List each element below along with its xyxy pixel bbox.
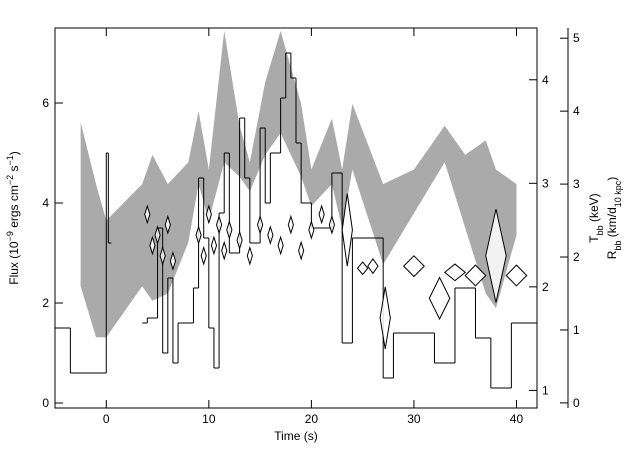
temperature-diamond [308, 219, 315, 240]
temperature-diamond [428, 276, 451, 321]
axis-label: Flux (10−9 ergs cm−2 s−1) [5, 151, 21, 285]
y-tick-label: 2 [42, 296, 49, 310]
axis-label-part: ) [7, 151, 21, 155]
temperature-diamond [341, 193, 353, 267]
y3-tick-label: 0 [573, 396, 580, 410]
temperature-diamond [485, 209, 507, 303]
temperature-diamond [215, 214, 223, 235]
y2-tick-label: 1 [542, 383, 549, 397]
axis-label-part: ) [605, 177, 619, 181]
temperature-diamond [402, 255, 425, 278]
axis-label-part: R [605, 250, 619, 259]
temperature-diamond [210, 235, 218, 256]
axis-label-part: −2 [5, 175, 15, 185]
temperature-diamond [169, 250, 177, 271]
x-tick-label: 40 [510, 412, 524, 426]
temperature-diamond [298, 240, 305, 261]
temperature-diamond [328, 214, 335, 235]
y3-tick-label: 4 [573, 104, 580, 118]
temperature-diamond [257, 214, 264, 235]
temperature-diamond [318, 204, 325, 225]
temperature-diamond [443, 263, 467, 282]
axis-label-part: (keV) [587, 193, 601, 225]
temperature-diamond [277, 235, 284, 256]
temperature-diamond [149, 235, 156, 256]
axis-label-part: s [7, 166, 21, 175]
temperature-diamond [144, 204, 151, 225]
y2-tick-label: 2 [542, 280, 549, 294]
temperature-diamond [505, 264, 528, 287]
axis-label-part: bb [613, 241, 623, 251]
axis-label-part: −9 [5, 231, 15, 241]
temperature-diamond [195, 225, 202, 246]
temperature-diamond [356, 261, 369, 276]
axis-label-part: (km/d [605, 207, 619, 240]
temperature-diamond [154, 225, 161, 246]
axis-label-part: −1 [5, 155, 15, 165]
y2-tick-label: 3 [542, 176, 549, 190]
axis-label-part: 10 kpc [613, 180, 623, 207]
plot-frame [54, 27, 538, 409]
axis-label: Rbb (km/d10 kpc) [605, 177, 623, 260]
y2-tick-label: 4 [542, 73, 549, 87]
radius-band [80, 30, 517, 338]
x-axis-label: Time (s) [274, 429, 318, 443]
x-tick-label: 30 [407, 412, 421, 426]
axis-label-part: bb [595, 225, 605, 235]
x-tick-label: 10 [202, 412, 216, 426]
y-tick-label: 4 [42, 196, 49, 210]
temperature-diamond [200, 245, 207, 266]
temperature-diamond [164, 214, 171, 235]
x-tick-label: 0 [103, 412, 110, 426]
temperature-diamond [464, 264, 487, 287]
axis-label-part: Flux (10 [7, 241, 21, 285]
temperature-diamond [159, 245, 166, 266]
temperature-diamond [379, 286, 391, 350]
y3-tick-label: 2 [573, 250, 580, 264]
x-tick-label: 20 [305, 412, 319, 426]
axis-label-part: T [587, 235, 601, 243]
temperature-diamond [205, 204, 212, 225]
y3-tick-label: 1 [573, 323, 580, 337]
temperature-diamond [236, 230, 243, 251]
temperature-diamond [367, 258, 379, 275]
temperature-diamond [267, 225, 274, 246]
y3-tick-label: 3 [573, 177, 580, 191]
temperature-diamond [221, 240, 228, 261]
temperature-diamond [246, 245, 253, 266]
y3-tick-label: 5 [573, 31, 580, 45]
y-tick-label: 6 [42, 96, 49, 110]
temperature-diamond [287, 214, 294, 235]
axis-label-part: ergs cm [7, 185, 21, 231]
y-tick-label: 0 [42, 396, 49, 410]
axis-label: Tbb (keV) [587, 193, 605, 242]
temperature-diamond [226, 219, 233, 240]
